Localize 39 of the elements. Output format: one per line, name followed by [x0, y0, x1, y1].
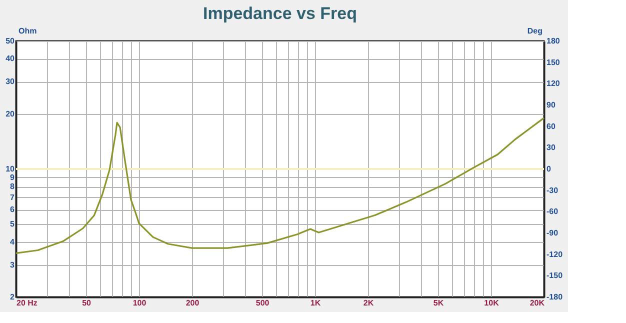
- chart-title: Impedance vs Freq: [202, 4, 358, 23]
- y-tick-label: 7: [10, 192, 16, 202]
- y2-tick-label: 180: [546, 36, 560, 46]
- y-tick-label: 20: [6, 109, 16, 118]
- x-tick-label: 20K: [530, 298, 545, 308]
- y2-tick-label: -180: [546, 292, 564, 302]
- x-tick-label: 50: [82, 298, 92, 308]
- y2-tick-label: 0: [546, 164, 552, 174]
- y2-tick-label: -150: [546, 271, 564, 280]
- y2-tick-label: 90: [546, 100, 556, 110]
- x-tick-label: 500: [256, 298, 270, 308]
- y-tick-label: 6: [10, 205, 16, 214]
- y-tick-label: 10: [6, 164, 16, 174]
- x-tick-label: 200: [186, 298, 200, 308]
- y-tick-label: 8: [10, 182, 16, 192]
- x-tick-label: 100: [132, 298, 147, 308]
- y2-axis-title: Deg: [527, 26, 543, 36]
- x-tick-label: 2K: [363, 298, 374, 308]
- x-tick-label: 20 Hz: [16, 298, 38, 308]
- y2-tick-label: 150: [546, 58, 560, 67]
- y-tick-label: 9: [10, 172, 16, 182]
- x-tick-label: 5K: [433, 298, 444, 308]
- y-axis-title: Ohm: [18, 26, 37, 36]
- y2-tick-label: 60: [546, 122, 556, 131]
- y2-tick-label: -90: [546, 228, 559, 238]
- x-tick-label: 10K: [484, 298, 500, 308]
- y2-tick-label: -120: [546, 250, 564, 259]
- x-tick-label: 1K: [310, 298, 321, 308]
- y2-tick-label: 30: [546, 143, 556, 152]
- y2-tick-label: 120: [546, 79, 560, 88]
- y-tick-label: 30: [6, 77, 16, 86]
- y-tick-label: 2: [10, 292, 16, 302]
- y2-tick-label: -30: [546, 186, 559, 195]
- y-tick-label: 4: [10, 237, 16, 246]
- y-tick-label: 50: [6, 36, 16, 46]
- y-tick-label: 40: [6, 54, 16, 64]
- y-tick-label: 3: [10, 260, 16, 270]
- y-tick-label: 5: [10, 220, 16, 229]
- y2-tick-label: -60: [546, 207, 559, 216]
